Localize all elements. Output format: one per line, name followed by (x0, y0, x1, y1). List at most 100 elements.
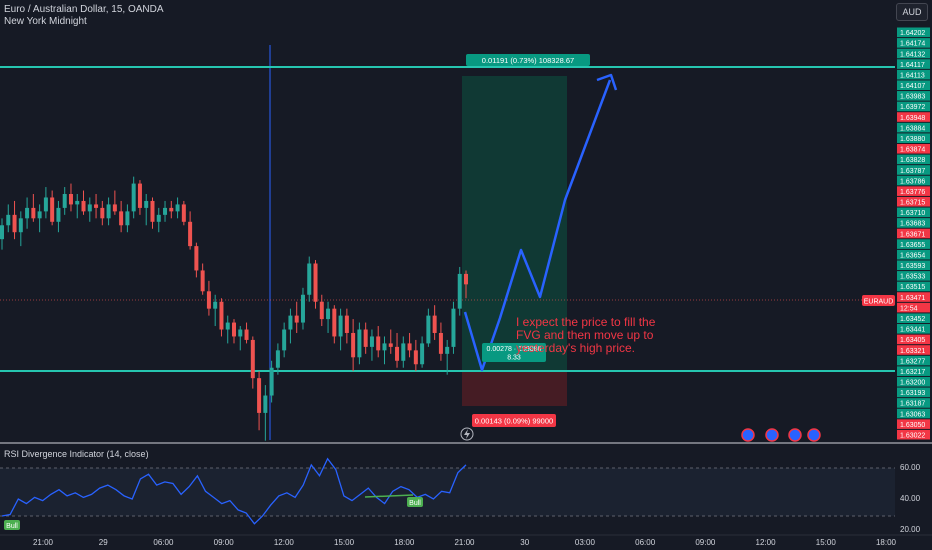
price-tick-bg (897, 271, 930, 281)
bull-badge: Bull (6, 523, 18, 530)
candle-body (388, 343, 393, 347)
candle-body (344, 315, 349, 333)
candle-body (307, 263, 312, 295)
candle-body (269, 367, 274, 396)
price-tick-label: 1.63593 (900, 263, 925, 270)
candle-body (401, 343, 406, 361)
time-axis-label: 12:00 (274, 538, 295, 547)
candle-body (282, 329, 287, 351)
symbol-tag: EURAUD (864, 299, 894, 306)
price-tick-label: 1.63654 (900, 252, 925, 259)
price-tick-label: 1.63787 (900, 168, 925, 175)
candle-body (313, 263, 318, 302)
time-axis-label: 29 (99, 538, 108, 547)
price-tick-bg (897, 376, 930, 387)
lightning-icon[interactable] (460, 427, 474, 441)
price-tick-bg (897, 38, 930, 48)
candle-body (319, 301, 324, 320)
price-tick-label: 1.64117 (900, 62, 925, 69)
candle-body (413, 350, 418, 365)
candle-body (464, 273, 468, 285)
price-tick-label: 1.63187 (900, 401, 925, 408)
price-tick-bg (897, 302, 930, 313)
candle-body (376, 336, 381, 351)
chart-title: Euro / Australian Dollar, 15, OANDA (4, 4, 164, 15)
target-label-bg (466, 54, 590, 66)
price-tick-bg (897, 101, 930, 112)
price-tick-label: 1.63515 (900, 284, 925, 291)
candle-body (213, 301, 218, 309)
economic-events[interactable] (741, 428, 821, 442)
candle-body (25, 207, 30, 219)
price-tick-bg (897, 27, 930, 38)
candle-body (81, 200, 86, 212)
time-axis-label: 18:00 (394, 538, 415, 547)
candle-body (100, 207, 105, 219)
price-tick-label: 1.63063 (900, 411, 925, 418)
price-tick-bg (897, 196, 930, 207)
price-tick-label: 1.63471 (900, 295, 925, 302)
price-tick-label: 1.63277 (900, 358, 925, 365)
entry-label: 0.00278 · 199086 (487, 346, 542, 353)
candle-body (232, 322, 236, 337)
price-tick-bg (897, 133, 930, 143)
price-tick-bg (897, 313, 930, 324)
candle-body (200, 270, 205, 292)
candle-body (163, 207, 168, 215)
price-tick-label: 1.63193 (900, 390, 925, 397)
price-tick-bg (897, 218, 930, 228)
session-label: New York Midnight (4, 16, 87, 27)
projection-arrow-path[interactable] (463, 79, 612, 372)
time-axis-label: 03:00 (575, 538, 596, 547)
rsi-level-label: 40.00 (900, 494, 921, 503)
price-tick-label: 1.64202 (900, 30, 925, 37)
price-tick-label: 1.63655 (900, 242, 925, 249)
time-axis[interactable]: 21:00 29 06:00 09:00 12:00 15:00 18:00 21:00 30 0… (33, 538, 897, 547)
price-tick-bg (897, 165, 930, 175)
event-flag-icon[interactable] (741, 428, 755, 442)
price-tick-bg (897, 80, 930, 91)
event-flag-icon[interactable] (788, 428, 802, 442)
candle-body (144, 200, 149, 208)
price-tick-bg (897, 429, 930, 440)
candle-body (432, 315, 437, 333)
analysis-note[interactable]: I expect the price to fill the FVG and t… (516, 315, 656, 355)
rsi-indicator-title[interactable]: RSI Divergence Indicator (14, close) (4, 449, 149, 459)
candle-body (300, 294, 305, 323)
candle-body (156, 214, 161, 222)
candlestick-series[interactable] (0, 176, 468, 441)
candle-body (181, 204, 186, 222)
price-tick-label: 1.63217 (900, 369, 925, 376)
rsi-level-label: 20.00 (900, 525, 921, 534)
long-position-stop-zone[interactable] (462, 371, 567, 406)
time-axis-label: 12:00 (756, 538, 777, 547)
projection-arrow-head (596, 73, 618, 91)
candle-body (43, 197, 48, 212)
price-tick-label: 1.63200 (900, 380, 925, 387)
symbol-tag-bg (862, 295, 895, 306)
candle-body (238, 329, 243, 337)
candle-body (244, 329, 249, 340)
currency-button[interactable]: AUD (896, 3, 928, 21)
time-axis-label: 21:00 (33, 538, 54, 547)
target-label: 0.01191 (0.73%) 108328.67 (482, 56, 574, 65)
price-tick-bg (897, 239, 930, 249)
price-tick-label: 1.64174 (900, 41, 925, 48)
long-position-target-zone[interactable] (462, 76, 567, 370)
candle-body (382, 343, 387, 351)
candle-body (50, 197, 55, 222)
event-flag-icon[interactable] (807, 428, 821, 442)
candle-body (206, 291, 211, 309)
price-tick-bg (897, 419, 930, 429)
price-tick-label: 1.64107 (900, 83, 925, 90)
candle-body (131, 183, 136, 212)
candle-body (420, 343, 425, 365)
price-axis[interactable]: 1.64202 1.64174 1.64132 1.64117 1.64113 1.641… (897, 27, 930, 440)
candle-body (137, 183, 142, 208)
price-tick-bg (897, 59, 930, 69)
time-axis-label: 09:00 (214, 538, 235, 547)
event-flag-icon[interactable] (765, 428, 779, 442)
price-tick-label: 1.64132 (900, 51, 925, 58)
